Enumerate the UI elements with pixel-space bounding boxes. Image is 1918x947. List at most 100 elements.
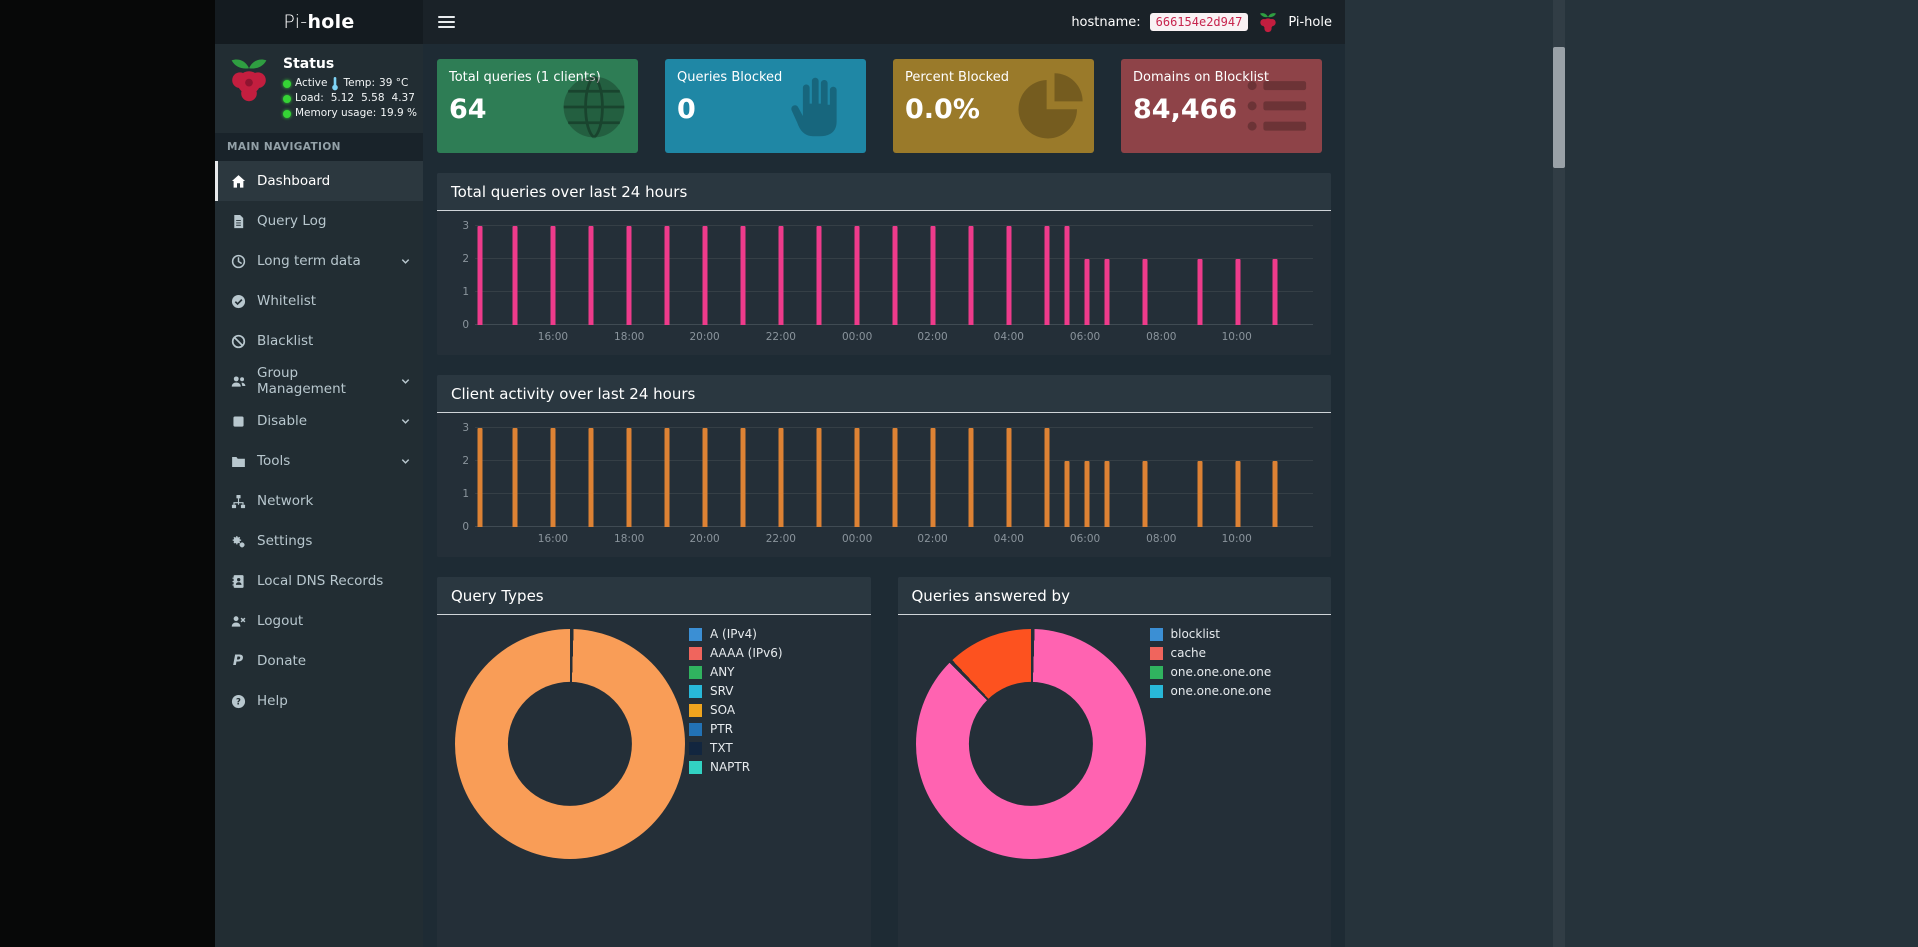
status-line-memory: Memory usage: 19.9 % [283,106,417,121]
sidebar-nav: Dashboard Query Log Long term data White… [215,161,423,721]
sidebar-item-settings[interactable]: Settings [215,521,423,561]
hand-paper-icon [791,77,837,137]
card-value: 0 [677,94,696,125]
scrollbar-track[interactable] [1553,0,1565,947]
legend-item[interactable]: SOA [689,703,783,717]
chart-bar [930,226,936,325]
legend-item[interactable]: PTR [689,722,783,736]
chart-bar [550,428,556,527]
legend-swatch [689,627,702,641]
load-value-5: 5.58 [361,92,385,104]
thermometer-icon [332,76,339,91]
sidebar-item-disable[interactable]: Disable [215,401,423,441]
sidebar-item-long-term-data[interactable]: Long term data [215,241,423,281]
panel-title: Queries answered by [897,577,1331,615]
brand-prefix: Pi- [283,11,308,33]
chart-bar [1272,259,1278,325]
legend-item[interactable]: TXT [689,741,783,755]
y-tick-label: 3 [462,220,469,232]
sidebar-item-help[interactable]: ? Help [215,681,423,721]
summary-cards: Total queries (1 clients) 64 Queries Blo… [437,59,1331,153]
home-icon [229,173,247,189]
sidebar-item-label: Whitelist [257,293,317,309]
x-tick-label: 22:00 [765,331,796,343]
y-tick-label: 2 [462,253,469,266]
chart-bar [1064,461,1070,527]
legend-item[interactable]: blocklist [1149,627,1272,641]
brand-bold: hole [307,11,355,33]
chart-bar [854,428,860,527]
panel-query-types: Query Types A (IPv4) AAAA (IPv6) ANY SRV SOA… [437,577,871,947]
legend-item[interactable]: A (IPv4) [689,627,783,641]
sidebar-item-local-dns-records[interactable]: Local DNS Records [215,561,423,601]
chart-bar [778,428,784,527]
y-tick-label: 0 [462,521,469,533]
legend-item[interactable]: NAPTR [689,760,783,774]
card-label: Queries Blocked [677,70,783,85]
x-tick-label: 00:00 [841,331,873,343]
status-title: Status [283,56,335,72]
legend-item[interactable]: cache [1149,646,1272,660]
sidebar-item-logout[interactable]: Logout [215,601,423,641]
legend-label: AAAA (IPv6) [710,646,783,660]
x-tick-label: 18:00 [614,331,645,343]
chart-bar [930,428,936,527]
status-dot-memory [283,109,291,118]
sidebar-item-blacklist[interactable]: Blacklist [215,321,423,361]
legend-item[interactable]: SRV [689,684,783,698]
check-circle-icon [229,293,247,309]
chart-bar [1104,461,1110,527]
chart-bar [740,226,746,325]
stop-icon [229,413,247,429]
legend-item[interactable]: AAAA (IPv6) [689,646,783,660]
main-content: Total queries (1 clients) 64 Queries Blo… [423,44,1345,947]
sidebar-item-query-log[interactable]: Query Log [215,201,423,241]
bottom-panels: Query Types A (IPv4) AAAA (IPv6) ANY SRV SOA… [437,577,1331,947]
gridline [475,225,1313,226]
temp-value: 39 °C [379,77,409,89]
load-label: Load: [295,92,324,104]
hamburger-icon[interactable] [423,0,469,44]
chart-bar [1044,428,1050,527]
legend-item[interactable]: ANY [689,665,783,679]
donut-hole [507,681,633,807]
status-line-load: Load: 5.12 5.58 4.37 [283,91,417,106]
list-icon [1247,81,1307,131]
x-tick-label: 00:00 [841,533,873,545]
chart-bar [664,428,670,527]
legend-item[interactable]: one.one.one.one [1149,665,1272,679]
sidebar-item-donate[interactable]: P Donate [215,641,423,681]
sidebar-item-label: Long term data [257,253,361,269]
chart-bar [1235,259,1241,325]
gears-icon [229,533,247,549]
chart-bar [1084,259,1090,325]
app-logo[interactable]: Pi-hole [215,0,423,44]
bar-plot: 0 1 2 3 [462,422,1313,533]
legend-swatch [1149,665,1163,679]
legend-item[interactable]: one.one.one.one [1149,684,1271,698]
sidebar-item-tools[interactable]: Tools [215,441,423,481]
legend-label: one.one.one.one [1170,665,1272,679]
status-dot-active [283,79,291,88]
scrollbar-thumb[interactable] [1553,47,1565,168]
chart-bar [664,226,670,325]
status-dot-load [283,94,291,103]
x-tick-label: 22:00 [765,533,796,545]
sidebar-item-group-management[interactable]: Group Management [215,361,423,401]
queries-answered-by-donut-chart [915,629,1146,859]
pihole-logo [231,59,267,102]
legend-swatch [689,722,702,736]
client-activity-chart: 0 1 2 3 16:00 18:00 20:00 22:00 00:00 02:00 04:00… [447,422,1321,549]
sidebar-item-label: Logout [257,613,304,629]
chevron-down-icon [401,458,410,464]
sidebar-item-dashboard[interactable]: Dashboard [215,161,423,201]
chart-bar [892,428,898,527]
legend-label: TXT [710,741,733,755]
sidebar-item-whitelist[interactable]: Whitelist [215,281,423,321]
sidebar-item-network[interactable]: Network [215,481,423,521]
chart-bar [1197,259,1203,325]
chart-pie-icon [1018,73,1083,139]
address-book-icon [229,573,247,589]
x-axis-labels: 16:00 18:00 20:00 22:00 00:00 02:00 04:00 06:00… [475,533,1313,549]
x-tick-label: 02:00 [917,331,948,343]
